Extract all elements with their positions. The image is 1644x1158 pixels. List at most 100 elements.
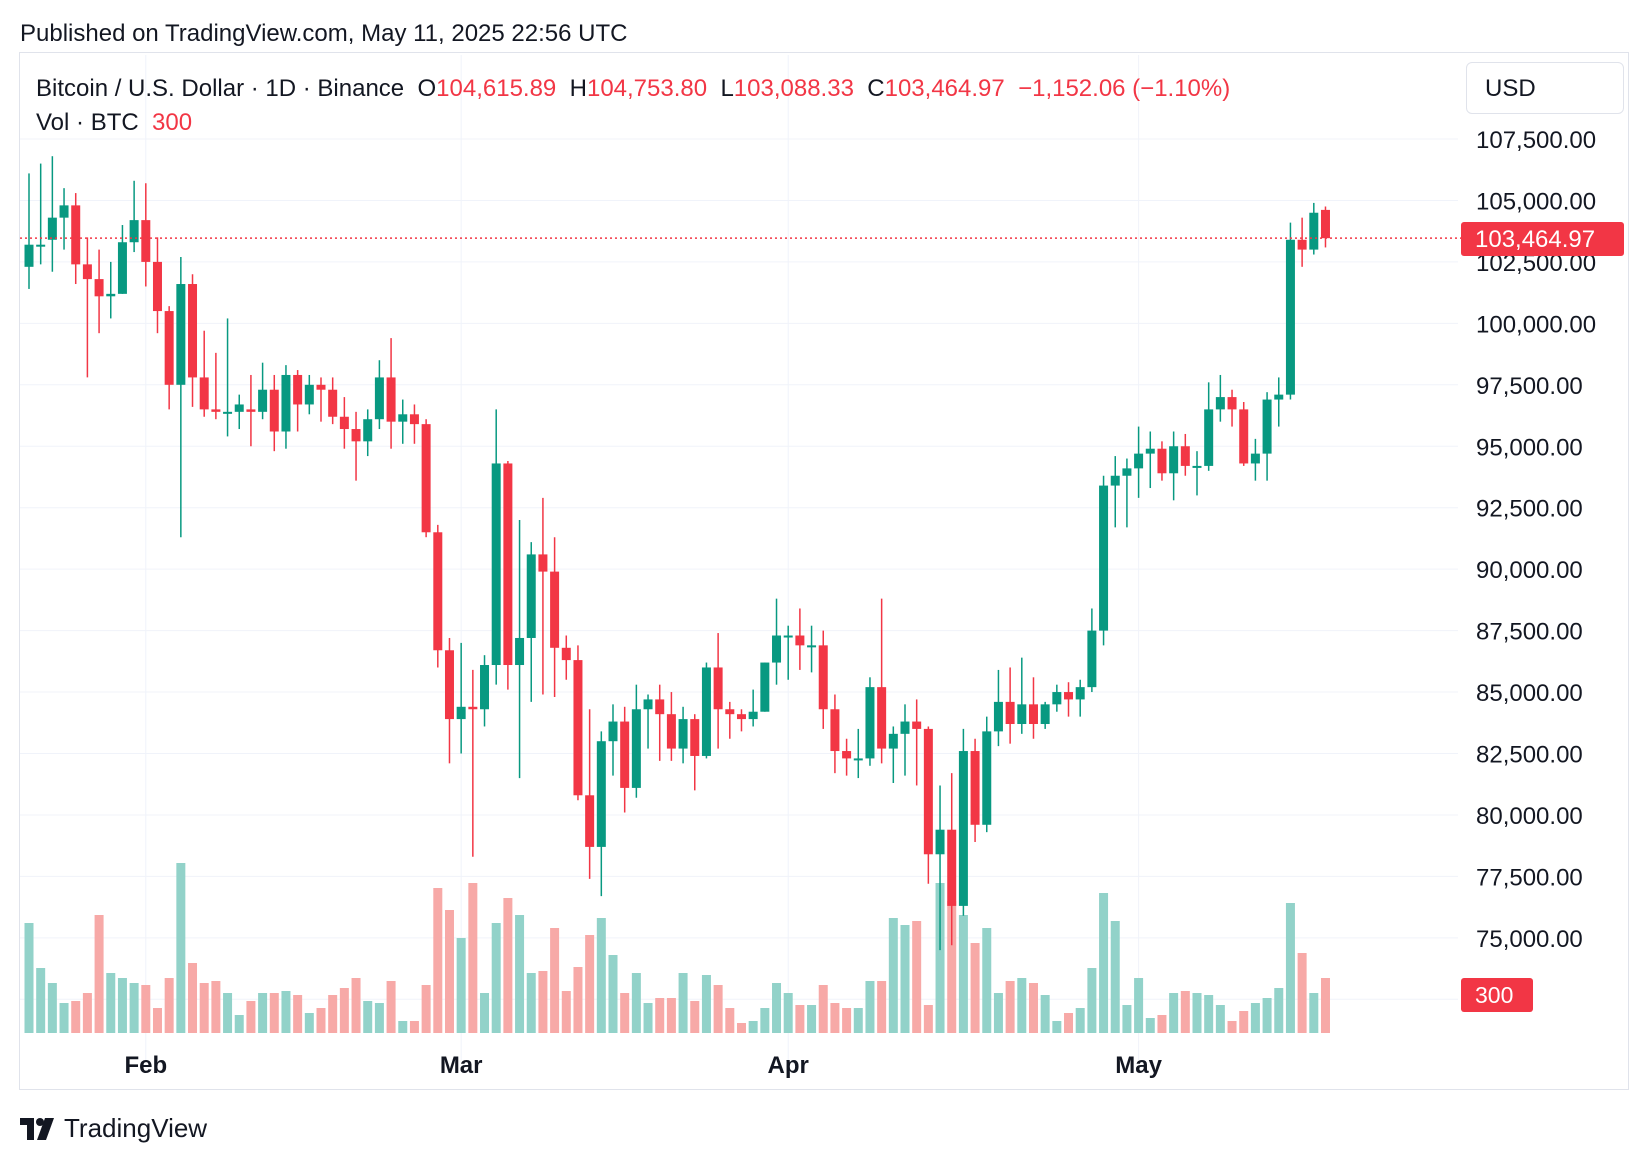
- candle-body: [304, 384, 314, 405]
- volume-bar: [1192, 993, 1202, 1033]
- volume-bar: [877, 981, 887, 1033]
- candle-body: [1309, 212, 1319, 250]
- candle-body: [713, 667, 723, 710]
- volume-bar: [655, 998, 665, 1033]
- volume-bar: [1239, 1011, 1249, 1033]
- candle-body: [1040, 704, 1050, 725]
- candle-body: [947, 829, 957, 906]
- candle-body: [818, 645, 828, 710]
- grid: [20, 55, 1458, 1060]
- candle-body: [912, 721, 922, 729]
- y-tick-label: 100,000.00: [1476, 311, 1596, 338]
- volume-bar: [223, 993, 233, 1033]
- volume-bar: [900, 925, 910, 1033]
- volume-bar: [538, 971, 548, 1033]
- volume-bar: [725, 1008, 735, 1033]
- candle-body: [1134, 453, 1144, 469]
- x-tick-label: Mar: [440, 1052, 483, 1079]
- candle-body: [690, 719, 700, 756]
- volume-bar: [1099, 893, 1109, 1033]
- candle-body: [176, 284, 186, 385]
- volume-bar: [421, 985, 431, 1033]
- volume-bar: [339, 988, 349, 1033]
- volume-bar: [433, 888, 443, 1033]
- candle-body: [398, 414, 408, 422]
- volume-bar: [1320, 978, 1330, 1033]
- volume-bar: [643, 1003, 653, 1033]
- volume-bar: [293, 995, 303, 1033]
- volume-bar: [1262, 998, 1272, 1033]
- close-value: 103,464.97: [884, 75, 1005, 102]
- volume-bar: [281, 991, 291, 1033]
- volume-label[interactable]: Vol · BTC: [36, 109, 139, 136]
- volume-bar: [47, 983, 57, 1033]
- candle-body: [59, 205, 69, 218]
- volume-bar: [1134, 978, 1144, 1033]
- volume-bar: [1204, 995, 1214, 1033]
- volume-bar: [1297, 953, 1307, 1033]
- candle-body: [503, 463, 513, 666]
- candle-body: [491, 463, 501, 666]
- low-value: 103,088.33: [733, 75, 854, 102]
- volume-bar: [1250, 1003, 1260, 1033]
- candle-body: [1122, 468, 1132, 476]
- candle-body: [1075, 687, 1085, 700]
- candle-body: [993, 701, 1003, 732]
- candle-body: [24, 244, 34, 267]
- volume-bar: [935, 883, 945, 1033]
- candle-body: [480, 665, 490, 710]
- candle-body: [608, 721, 618, 742]
- volume-bars: [24, 863, 1330, 1033]
- candle-body: [1005, 701, 1015, 725]
- candle-body: [293, 374, 303, 405]
- candle-body: [164, 311, 174, 385]
- currency-button[interactable]: USD: [1466, 62, 1624, 114]
- candle-body: [351, 429, 361, 442]
- last-volume-tag: 300: [1461, 978, 1533, 1012]
- volume-bar: [328, 995, 338, 1033]
- candle-body: [701, 667, 711, 756]
- candle-body: [106, 293, 116, 297]
- candle-body: [1320, 209, 1330, 239]
- candle-body: [620, 721, 630, 788]
- candle-body: [246, 409, 256, 412]
- volume-bar: [993, 993, 1003, 1033]
- volume-bar: [515, 915, 525, 1033]
- candle-body: [783, 635, 793, 638]
- volume-bar: [503, 898, 513, 1033]
- volume-bar: [141, 985, 151, 1033]
- candle-body: [141, 220, 151, 262]
- candle-body: [643, 699, 653, 710]
- candle-body: [269, 389, 279, 432]
- open-value: 104,615.89: [436, 75, 557, 102]
- volume-bar: [690, 1001, 700, 1033]
- candle-body: [1110, 475, 1120, 486]
- candle-body: [409, 414, 419, 425]
- candle-body: [1204, 409, 1214, 466]
- y-tick-label: 80,000.00: [1476, 803, 1583, 830]
- volume-bar: [830, 1003, 840, 1033]
- y-tick-label: 105,000.00: [1476, 188, 1596, 215]
- volume-bar: [82, 993, 92, 1033]
- candle-body: [958, 751, 968, 906]
- volume-bar: [912, 921, 922, 1033]
- volume-bar: [351, 978, 361, 1033]
- volume-bar: [1110, 921, 1120, 1033]
- candle-body: [1064, 692, 1074, 700]
- volume-legend: Vol · BTC 300: [36, 109, 192, 137]
- candle-body: [1192, 465, 1202, 468]
- volume-bar: [585, 935, 595, 1033]
- volume-bar: [853, 1008, 863, 1033]
- y-tick-label: 75,000.00: [1476, 926, 1583, 953]
- volume-bar: [94, 915, 104, 1033]
- tradingview-logo[interactable]: TradingView: [20, 1113, 207, 1144]
- last-price-tag: 103,464.97: [1461, 222, 1624, 256]
- symbol-label[interactable]: Bitcoin / U.S. Dollar · 1D · Binance: [36, 75, 405, 102]
- candle-body: [725, 709, 735, 715]
- candle-body: [36, 244, 46, 247]
- candle-body: [865, 687, 875, 759]
- volume-bar: [958, 915, 968, 1033]
- candle-body: [923, 728, 933, 855]
- volume-bar: [386, 981, 396, 1033]
